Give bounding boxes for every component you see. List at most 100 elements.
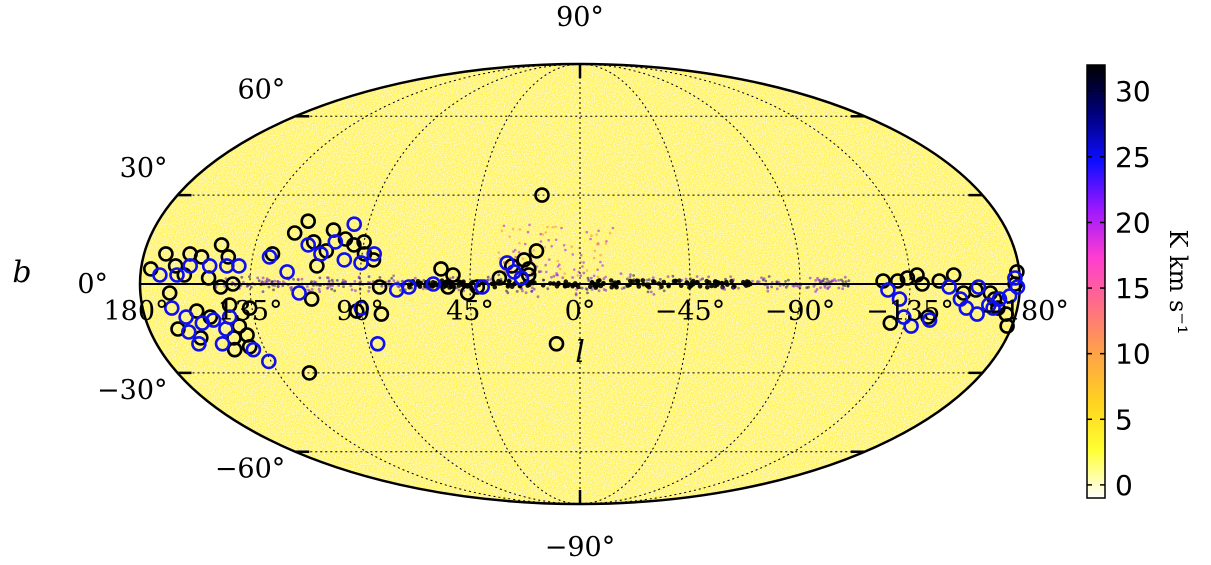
emission-speck (318, 290, 322, 294)
emission-speck (751, 279, 754, 283)
emission-speck (306, 285, 309, 288)
source-marker-black (469, 279, 486, 295)
source-marker-black (346, 237, 362, 253)
y-tick-label: 60° (237, 74, 285, 105)
emission-speck (550, 245, 553, 248)
emission-speck (588, 284, 593, 290)
emission-speck (604, 289, 608, 292)
emission-speck (333, 289, 337, 293)
emission-speck (597, 229, 600, 233)
emission-speck (267, 285, 271, 289)
emission-speck (597, 289, 601, 293)
emission-speck (808, 276, 812, 280)
emission-speck (564, 248, 567, 252)
emission-speck (524, 242, 527, 246)
emission-speck (562, 244, 566, 247)
source-marker-black (528, 243, 545, 259)
emission-speck (723, 288, 726, 291)
source-marker-black (899, 270, 916, 286)
emission-speck (834, 279, 838, 283)
source-marker-blue (1009, 279, 1026, 295)
source-marker-blue (366, 246, 383, 262)
emission-speck (505, 284, 511, 289)
emission-speck (532, 287, 536, 291)
emission-speck (505, 289, 508, 293)
emission-speck (666, 275, 670, 278)
emission-speck (341, 278, 345, 282)
emission-speck (392, 274, 395, 278)
emission-speck (837, 278, 841, 282)
source-marker-blue (201, 258, 218, 274)
emission-speck (256, 276, 260, 280)
emission-speck (652, 292, 656, 296)
emission-speck (496, 278, 501, 284)
emission-speck (526, 230, 530, 234)
emission-speck (646, 290, 650, 294)
source-markers (143, 187, 1026, 381)
source-marker-blue (279, 264, 295, 280)
emission-speck (579, 274, 583, 277)
emission-speck (264, 280, 268, 283)
source-marker-black (491, 270, 508, 286)
emission-speck (380, 284, 384, 288)
emission-speck (249, 285, 253, 289)
emission-speck (592, 274, 596, 278)
emission-speck (539, 232, 542, 236)
emission-speck (628, 275, 632, 279)
source-marker-black (371, 279, 388, 295)
emission-speck (558, 263, 561, 267)
x-tick-label: −135° (866, 296, 954, 327)
emission-speck (542, 278, 545, 282)
emission-speck (513, 248, 517, 252)
source-marker-blue (327, 234, 344, 250)
emission-speck (544, 263, 547, 267)
emission-speck (318, 276, 322, 280)
emission-speck (784, 285, 788, 289)
emission-speck (570, 245, 573, 248)
emission-speck (764, 279, 768, 283)
emission-speck (349, 284, 353, 288)
source-marker-black (534, 187, 550, 203)
emission-speck (573, 268, 576, 271)
y-tick-label: 0° (77, 269, 108, 300)
emission-speck (300, 277, 304, 281)
source-marker-blue (353, 255, 369, 271)
source-marker-black (445, 267, 461, 283)
source-marker-black (167, 258, 184, 274)
emission-speck (576, 274, 579, 277)
source-marker-blue (245, 341, 262, 358)
x-tick-label: −180° (981, 296, 1069, 327)
emission-speck (367, 286, 371, 289)
emission-speck (761, 278, 765, 282)
source-marker-black (968, 282, 984, 298)
emission-speck (560, 226, 563, 230)
emission-speck (608, 231, 612, 235)
emission-speck (632, 274, 635, 277)
emission-speck (547, 238, 550, 242)
emission-speck (307, 288, 310, 292)
emission-speck (499, 277, 503, 281)
emission-speck (847, 279, 851, 283)
source-marker-black (520, 261, 537, 277)
emission-speck (563, 272, 566, 275)
source-marker-black (548, 335, 565, 352)
source-marker-blue (903, 318, 919, 334)
emission-speck (544, 231, 547, 234)
emission-speck (659, 284, 664, 290)
emission-speck (705, 285, 710, 290)
x-axis-label: l (575, 335, 585, 370)
source-marker-black (241, 300, 258, 316)
emission-speck (518, 241, 521, 245)
source-marker-blue (300, 237, 317, 253)
source-marker-black (226, 341, 243, 358)
emission-speck (844, 280, 848, 284)
emission-speck (581, 265, 584, 268)
source-marker-blue (214, 335, 231, 352)
emission-speck (770, 285, 773, 289)
sky-map (138, 62, 1022, 506)
emission-speck (671, 274, 675, 278)
emission-speck (520, 287, 524, 290)
emission-speck (272, 288, 275, 292)
emission-speck (814, 279, 817, 282)
emission-speck (586, 276, 590, 280)
